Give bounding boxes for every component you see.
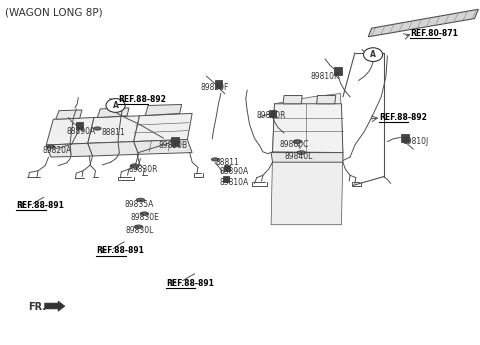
Ellipse shape	[94, 127, 101, 130]
Text: 89840L: 89840L	[284, 151, 312, 160]
Text: REF.80-871: REF.80-871	[410, 29, 458, 38]
Ellipse shape	[140, 212, 149, 216]
Text: REF.88-891: REF.88-891	[96, 246, 144, 255]
Text: 89835A: 89835A	[124, 200, 154, 209]
Text: 89830R: 89830R	[129, 165, 158, 174]
Bar	[171, 137, 180, 146]
Polygon shape	[283, 96, 302, 104]
Polygon shape	[97, 108, 129, 118]
Polygon shape	[134, 139, 192, 154]
Text: 89820A: 89820A	[43, 146, 72, 155]
Text: 89820B: 89820B	[158, 140, 188, 149]
Ellipse shape	[134, 225, 143, 229]
Ellipse shape	[131, 164, 139, 167]
Circle shape	[363, 48, 383, 61]
Text: A: A	[370, 50, 376, 59]
Ellipse shape	[297, 151, 306, 155]
Text: 89840R: 89840R	[257, 111, 286, 120]
Bar	[401, 134, 409, 142]
Ellipse shape	[47, 145, 55, 148]
Polygon shape	[88, 116, 140, 143]
Text: FR.: FR.	[28, 302, 47, 312]
Polygon shape	[88, 141, 139, 156]
Text: 89810J: 89810J	[403, 137, 429, 146]
Polygon shape	[45, 301, 65, 311]
Polygon shape	[271, 152, 343, 162]
Polygon shape	[145, 105, 181, 116]
Text: 89810K: 89810K	[311, 72, 340, 81]
Bar	[223, 176, 228, 183]
Text: 88890A: 88890A	[220, 167, 249, 176]
Text: (WAGON LONG 8P): (WAGON LONG 8P)	[4, 8, 102, 18]
Text: 88890A: 88890A	[67, 127, 96, 137]
Text: REF.88-891: REF.88-891	[16, 201, 64, 210]
Text: 88811: 88811	[101, 128, 125, 138]
Circle shape	[106, 99, 125, 112]
Text: 88811: 88811	[215, 158, 239, 167]
Polygon shape	[134, 114, 192, 141]
Polygon shape	[317, 96, 336, 104]
Ellipse shape	[136, 198, 145, 202]
Text: REF.88-892: REF.88-892	[118, 95, 166, 104]
Ellipse shape	[293, 140, 302, 144]
Bar	[76, 122, 83, 129]
Polygon shape	[56, 110, 82, 119]
Bar	[215, 80, 222, 88]
Text: REF.88-892: REF.88-892	[379, 113, 427, 122]
Text: 89820F: 89820F	[201, 83, 229, 92]
Bar	[224, 165, 230, 171]
Text: 89860C: 89860C	[279, 140, 309, 149]
Text: 89830L: 89830L	[125, 226, 154, 235]
Polygon shape	[271, 93, 343, 225]
Polygon shape	[273, 104, 343, 152]
Bar	[334, 67, 342, 75]
Polygon shape	[46, 118, 94, 145]
Text: 89830E: 89830E	[131, 213, 160, 223]
Polygon shape	[368, 9, 479, 37]
Text: 89810A: 89810A	[220, 178, 249, 187]
Text: REF.88-891: REF.88-891	[166, 279, 214, 288]
Ellipse shape	[211, 158, 219, 161]
Polygon shape	[46, 143, 93, 157]
Text: A: A	[113, 101, 119, 110]
Bar	[269, 110, 276, 117]
